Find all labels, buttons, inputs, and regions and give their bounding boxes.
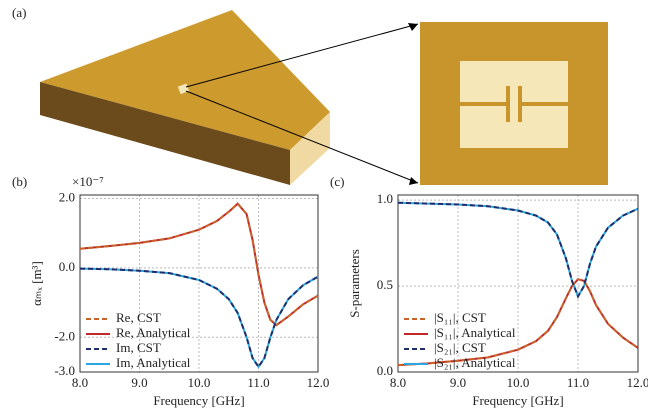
legend-label: |S₁₁|, CST bbox=[434, 310, 486, 325]
legend-label: |S₂₁|, Analytical bbox=[434, 355, 516, 370]
strip bbox=[460, 102, 508, 106]
y-axis-label: S-parameters bbox=[347, 249, 362, 318]
arrow-head bbox=[409, 177, 418, 185]
x-tick-label: 10.0 bbox=[507, 375, 530, 390]
x-tick-label: 10.0 bbox=[188, 375, 211, 390]
strip bbox=[520, 102, 568, 106]
x-tick-label: 12.0 bbox=[307, 375, 330, 390]
figure: (a) (b)8.09.010.011.012.02.00.0-2.0-3.0F… bbox=[0, 0, 648, 415]
y-tick-label: 0.0 bbox=[377, 363, 393, 378]
legend-label: |S₁₁|, Analytical bbox=[434, 325, 516, 340]
legend-label: Re, Analytical bbox=[116, 325, 191, 340]
illustration: (a) bbox=[12, 5, 608, 185]
panel-label: (c) bbox=[330, 174, 344, 189]
legend-label: Re, CST bbox=[116, 310, 161, 325]
y-tick-label: 1.0 bbox=[377, 191, 393, 206]
legend-label: |S₂₁|, CST bbox=[434, 340, 486, 355]
x-tick-label: 11.0 bbox=[567, 375, 589, 390]
y-tick-label: 2.0 bbox=[59, 189, 75, 204]
panel-label: (a) bbox=[12, 5, 26, 20]
x-axis-label: Frequency [GHz] bbox=[153, 393, 244, 408]
y-multiplier: ×10⁻⁷ bbox=[72, 174, 104, 189]
x-tick-label: 12.0 bbox=[627, 375, 648, 390]
x-tick-label: 9.0 bbox=[450, 375, 466, 390]
panel-label: (b) bbox=[12, 174, 27, 189]
arrow-head bbox=[408, 23, 418, 31]
y-tick-label: 0.5 bbox=[377, 277, 393, 292]
x-tick-label: 9.0 bbox=[131, 375, 147, 390]
y-axis-label: αₘₓ [m³] bbox=[29, 261, 44, 306]
legend-label: Im, CST bbox=[116, 340, 161, 355]
y-tick-label: -2.0 bbox=[54, 328, 75, 343]
x-axis-label: Frequency [GHz] bbox=[472, 393, 563, 408]
x-tick-label: 11.0 bbox=[247, 375, 269, 390]
y-tick-label: -3.0 bbox=[54, 363, 75, 378]
plate bbox=[518, 86, 522, 122]
y-tick-label: 0.0 bbox=[59, 259, 75, 274]
plate bbox=[506, 86, 510, 122]
legend-label: Im, Analytical bbox=[116, 355, 191, 370]
